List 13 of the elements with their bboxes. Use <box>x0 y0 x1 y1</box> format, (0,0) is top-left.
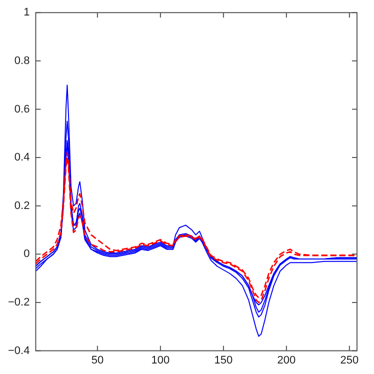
x-tick-label: 150 <box>214 354 233 366</box>
x-tick-label: 200 <box>277 354 296 366</box>
x-tick-label: 50 <box>91 354 104 366</box>
y-tick-label: −0.4 <box>8 344 30 357</box>
x-tick-label: 100 <box>151 354 170 366</box>
y-tick-label: 0.8 <box>14 54 30 67</box>
y-tick-label: 0 <box>24 248 30 260</box>
x-tick-label: 250 <box>340 354 359 366</box>
y-tick-label: 0.6 <box>14 103 30 116</box>
y-tick-label: 1 <box>24 6 30 19</box>
y-tick-label: −0.2 <box>8 296 30 309</box>
y-tick-label: 0.4 <box>14 152 30 164</box>
y-tick-label: 0.2 <box>14 200 30 212</box>
